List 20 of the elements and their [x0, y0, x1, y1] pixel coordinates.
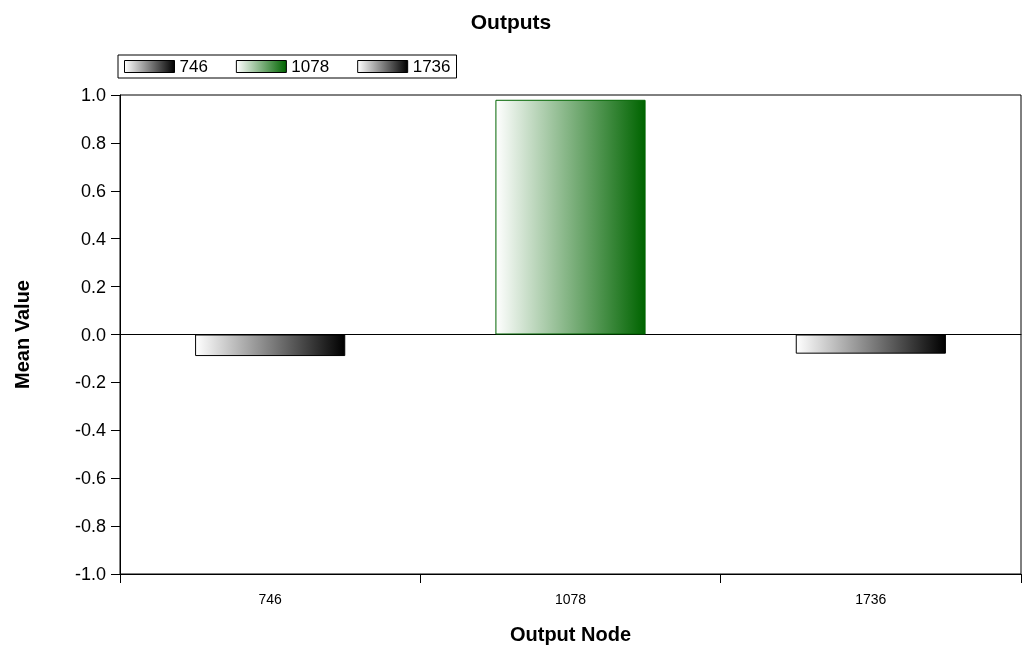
x-axis-title: Output Node [509, 623, 632, 645]
y-tick-label: -0.6 [74, 468, 106, 489]
x-tick-label: 746 [258, 591, 283, 607]
legend-label: 1078 [291, 57, 330, 76]
legend-label: 746 [179, 57, 208, 76]
y-tick-label: 0.8 [80, 132, 106, 153]
legend-label: 1736 [412, 57, 451, 76]
y-axis-title: Mean Value [11, 280, 33, 389]
x-tick-label: 1736 [855, 591, 887, 607]
x-tick-label: 1078 [554, 591, 587, 607]
y-tick-label: 0.4 [80, 228, 106, 249]
y-tick-label: 1.0 [80, 85, 106, 105]
y-tick-label: 0.2 [80, 276, 106, 297]
y-tick-label: 0.6 [80, 180, 106, 201]
y-tick-label: -0.4 [74, 420, 106, 441]
chart-title: Outputs [470, 10, 552, 33]
y-tick-label: 0.0 [80, 324, 106, 345]
y-tick-label: -1.0 [74, 564, 106, 584]
y-tick-label: -0.2 [74, 372, 106, 393]
y-tick-label: -0.8 [74, 516, 106, 537]
